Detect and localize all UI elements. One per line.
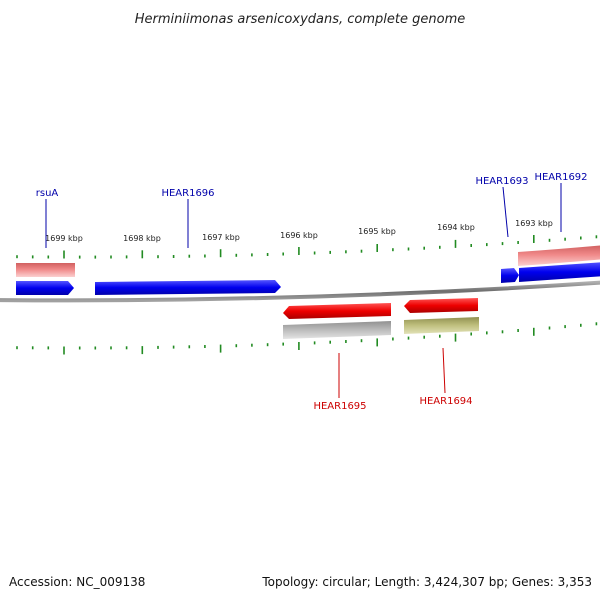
gene-arrow-HEAR1696[interactable] <box>95 280 281 295</box>
forward-cds-ring <box>16 245 600 277</box>
gene-label-HEAR1695[interactable]: HEAR1695 <box>313 401 366 412</box>
map-title: Herminiimonas arsenicoxydans, complete g… <box>135 12 465 27</box>
tick-labels: 1699 kbp 1698 kbp 1697 kbp 1696 kbp 1695… <box>45 219 553 243</box>
gene-label-HEAR1694[interactable]: HEAR1694 <box>419 396 472 407</box>
tick-label: 1693 kbp <box>515 219 553 228</box>
lower-tick-ring <box>16 322 598 355</box>
forward-cds-feature[interactable] <box>16 263 75 277</box>
gene-arrow-HEAR1693[interactable] <box>501 268 519 283</box>
upper-tick-ring <box>16 235 598 259</box>
reverse-cds-ring <box>283 317 479 339</box>
tick-label: 1698 kbp <box>123 234 161 243</box>
forward-genes <box>16 262 600 295</box>
gene-arrow-rsuA[interactable] <box>16 281 74 295</box>
tick-label: 1699 kbp <box>45 234 83 243</box>
reverse-genes <box>283 298 478 319</box>
gene-label-rsuA[interactable]: rsuA <box>36 188 59 199</box>
gene-labels: rsuA HEAR1696 HEAR1693 HEAR1692 HEAR1695… <box>36 172 588 412</box>
reverse-cds-feature[interactable] <box>283 321 391 339</box>
gene-arrow-HEAR1695[interactable] <box>283 303 391 319</box>
tick-label: 1697 kbp <box>202 233 240 242</box>
gene-arrow-HEAR1692[interactable] <box>519 262 600 282</box>
leader-HEAR1693 <box>502 186 509 238</box>
gene-label-HEAR1693[interactable]: HEAR1693 <box>475 176 528 187</box>
genome-backbone <box>0 280 600 303</box>
gene-label-HEAR1692[interactable]: HEAR1692 <box>534 172 587 183</box>
tick-label: 1695 kbp <box>358 227 396 236</box>
leader-HEAR1694 <box>442 347 446 394</box>
genome-summary-text: Topology: circular; Length: 3,424,307 bp… <box>262 575 592 589</box>
tick-label: 1696 kbp <box>280 231 318 240</box>
tick-label: 1694 kbp <box>437 223 475 232</box>
label-leaders <box>45 183 562 398</box>
reverse-cds-feature[interactable] <box>404 317 479 334</box>
accession-text: Accession: NC_009138 <box>9 575 146 589</box>
forward-cds-feature[interactable] <box>518 245 600 266</box>
gene-arrow-HEAR1694[interactable] <box>404 298 478 313</box>
gene-label-HEAR1696[interactable]: HEAR1696 <box>161 188 214 199</box>
